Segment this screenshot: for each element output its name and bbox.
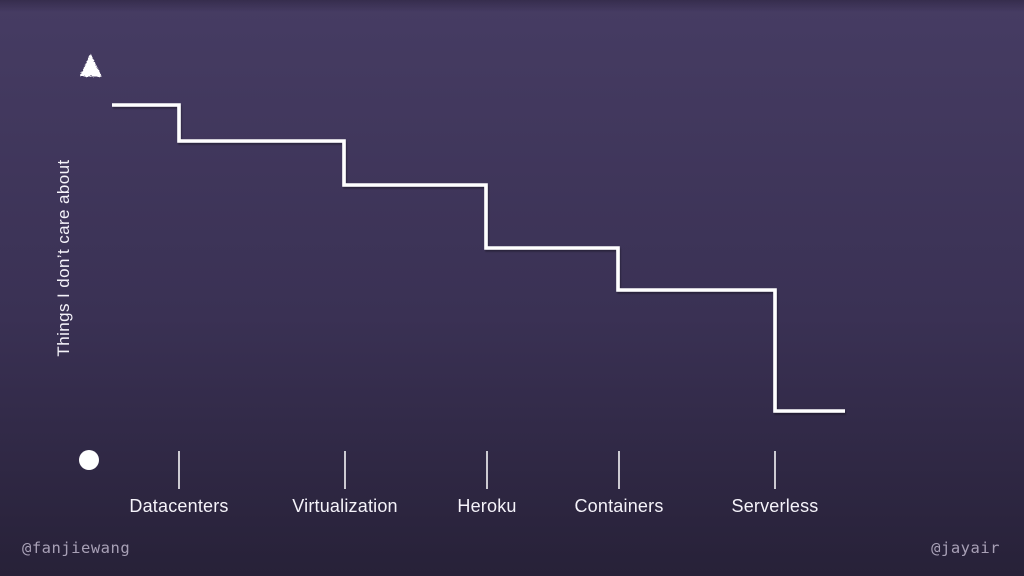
footer-handle-right: @jayair <box>931 539 1000 557</box>
x-axis-label-datacenters: Datacenters <box>129 496 229 516</box>
x-axis-label-serverless: Serverless <box>731 496 819 516</box>
x-axis-label-heroku: Heroku <box>457 496 517 516</box>
x-axis-label-virtualization: Virtualization <box>292 496 398 516</box>
y-axis-title: Things I don’t care about <box>54 159 73 357</box>
arrow-up-icon <box>79 53 101 76</box>
step-line <box>112 103 845 413</box>
y-axis <box>79 53 101 470</box>
footer-handle-left: @fanjiewang <box>22 539 131 557</box>
x-axis <box>87 451 869 489</box>
x-axis-label-containers: Containers <box>574 496 664 516</box>
